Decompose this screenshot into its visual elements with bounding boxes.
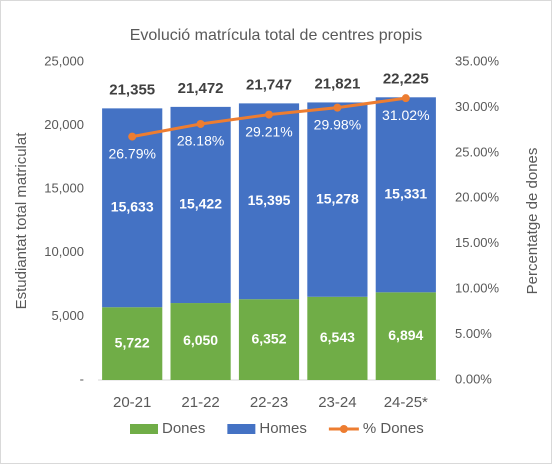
y-tick-label: - bbox=[80, 371, 84, 386]
y2-tick-label: 10.00% bbox=[455, 281, 500, 296]
y2-tick-label: 30.00% bbox=[455, 99, 500, 114]
y-tick-label: 20,000 bbox=[44, 117, 84, 132]
bar-value-label: 15,395 bbox=[248, 192, 291, 208]
bar-value-label: 15,633 bbox=[111, 198, 154, 214]
legend-label: Dones bbox=[162, 420, 205, 437]
total-label: 21,355 bbox=[109, 81, 155, 98]
bar-segment bbox=[102, 108, 163, 308]
y2-tick-label: 5.00% bbox=[455, 326, 492, 341]
line-marker bbox=[196, 119, 205, 128]
bar-segment bbox=[375, 292, 436, 380]
bar-segment bbox=[102, 307, 163, 380]
legend-swatch-marker bbox=[339, 425, 348, 433]
total-label: 21,747 bbox=[246, 76, 292, 93]
total-label: 21,472 bbox=[178, 80, 224, 97]
line-marker bbox=[128, 132, 137, 141]
y-tick-label: 10,000 bbox=[44, 244, 84, 259]
y2-tick-label: 20.00% bbox=[455, 190, 500, 205]
line-marker bbox=[333, 103, 342, 112]
bar-segment bbox=[238, 299, 300, 380]
line-marker bbox=[265, 110, 273, 119]
chart-title: Evolució matrícula total de centres prop… bbox=[130, 27, 423, 44]
y-tick-label: 15,000 bbox=[44, 181, 84, 196]
y2-tick-label: 25.00% bbox=[455, 144, 500, 159]
bar-value-label: 6,352 bbox=[251, 330, 286, 346]
bar-value-label: 15,278 bbox=[316, 190, 359, 206]
bar-segment bbox=[375, 97, 436, 293]
total-label: 22,225 bbox=[383, 70, 429, 87]
bar-value-label: 5,722 bbox=[115, 334, 150, 350]
line-value-label: 29.98% bbox=[314, 116, 361, 132]
line-marker bbox=[401, 94, 410, 103]
legend-label: Homes bbox=[259, 420, 307, 437]
x-tick-label: 22-23 bbox=[250, 394, 288, 411]
y2-axis-title: Percentatge de dones bbox=[524, 148, 541, 295]
y-tick-label: 25,000 bbox=[44, 53, 84, 68]
x-tick-label: 20-21 bbox=[113, 394, 151, 411]
bar-segment bbox=[307, 296, 368, 380]
line-value-label: 26.79% bbox=[108, 145, 155, 161]
line-value-label: 28.18% bbox=[177, 133, 224, 149]
bar-segment bbox=[238, 103, 300, 300]
y-axis-title: Estudiantat total matriculat bbox=[13, 132, 30, 310]
bar-segment bbox=[307, 102, 368, 297]
line-value-label: 29.21% bbox=[245, 123, 292, 139]
x-tick-label: 21-22 bbox=[181, 394, 219, 411]
bar-segment bbox=[170, 106, 231, 304]
line-value-label: 31.02% bbox=[382, 107, 429, 123]
y2-tick-label: 0.00% bbox=[455, 371, 492, 386]
legend-label: % Dones bbox=[363, 420, 424, 437]
bar-segment bbox=[170, 303, 231, 380]
bar-value-label: 6,050 bbox=[183, 332, 218, 348]
total-label: 21,821 bbox=[314, 75, 360, 92]
bar-value-label: 6,894 bbox=[388, 327, 423, 343]
y-tick-label: 5,000 bbox=[51, 308, 84, 323]
legend-swatch bbox=[227, 424, 256, 434]
bar-value-label: 6,543 bbox=[320, 329, 355, 345]
legend-swatch bbox=[130, 424, 158, 434]
bar-value-label: 15,422 bbox=[179, 196, 222, 212]
y2-tick-label: 15.00% bbox=[455, 235, 500, 250]
x-tick-label: 23-24 bbox=[318, 394, 356, 411]
bar-value-label: 15,331 bbox=[384, 186, 427, 202]
x-tick-label: 24-25* bbox=[384, 394, 428, 411]
y2-tick-label: 35.00% bbox=[455, 53, 500, 68]
